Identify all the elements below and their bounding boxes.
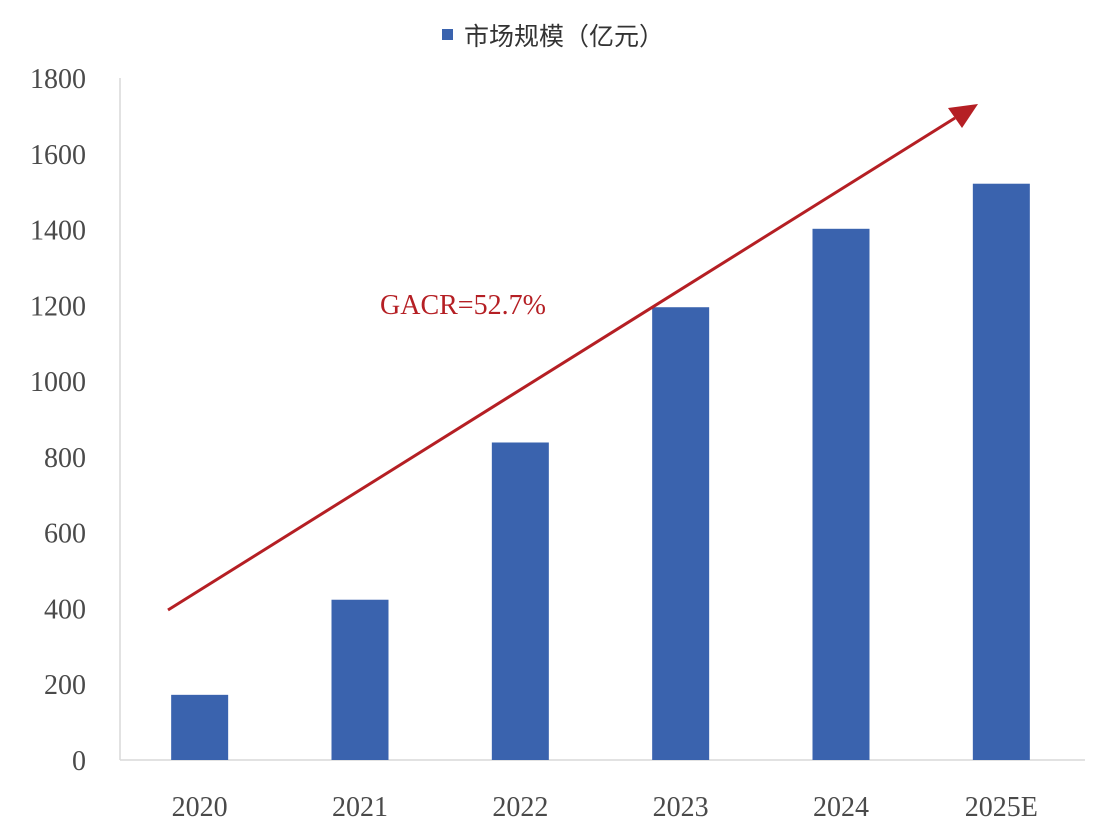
legend: 市场规模（亿元） — [442, 22, 664, 51]
legend-swatch — [442, 29, 453, 40]
x-tick-label: 2025E — [965, 792, 1038, 823]
y-tick-label: 1200 — [30, 291, 86, 322]
trend-arrow — [167, 116, 956, 612]
trend-arrow-head — [948, 104, 978, 128]
y-tick-label: 1600 — [30, 140, 86, 171]
bar-2022 — [491, 442, 549, 760]
y-tick-label: 0 — [72, 746, 86, 777]
x-axis-ticks: 2020 2021 2022 2023 2024 2025E — [172, 792, 1038, 823]
y-tick-label: 400 — [44, 594, 86, 625]
y-tick-label: 600 — [44, 519, 86, 550]
y-tick-label: 800 — [44, 443, 86, 474]
annotation-label: GACR=52.7% — [380, 290, 546, 321]
bar-2021 — [331, 599, 389, 760]
x-tick-label: 2023 — [653, 792, 709, 823]
x-tick-label: 2024 — [813, 792, 869, 823]
bar-2025E — [972, 183, 1030, 760]
bar-2020 — [171, 694, 229, 760]
x-tick-label: 2020 — [172, 792, 228, 823]
x-tick-label: 2022 — [492, 792, 548, 823]
bars — [171, 183, 1030, 760]
y-axis-ticks: 0 200 400 600 800 1000 1200 1400 1600 1800 — [30, 64, 86, 777]
y-tick-label: 1000 — [30, 367, 86, 398]
bar-2023 — [652, 307, 710, 760]
y-tick-label: 1400 — [30, 216, 86, 247]
y-tick-label: 1800 — [30, 64, 86, 95]
x-tick-label: 2021 — [332, 792, 388, 823]
trend-annotation: GACR=52.7% — [167, 104, 978, 612]
y-tick-label: 200 — [44, 670, 86, 701]
bar-2024 — [812, 228, 870, 760]
legend-label: 市场规模（亿元） — [464, 22, 664, 51]
